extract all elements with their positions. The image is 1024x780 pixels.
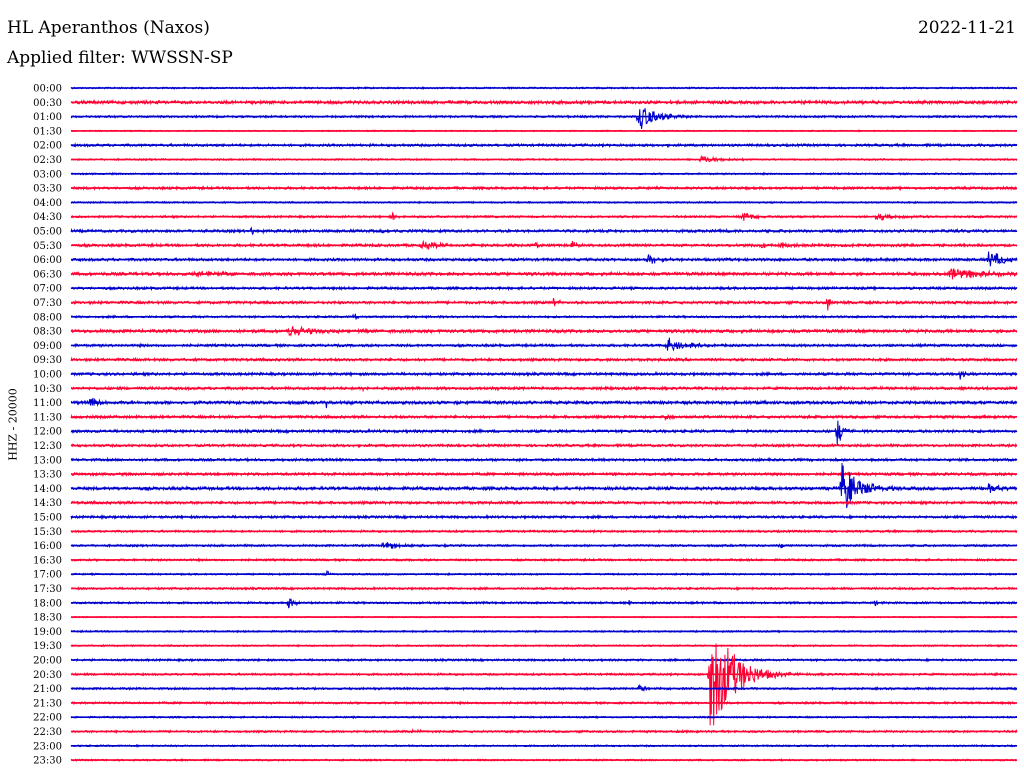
time-tick-label: 12:30 [33, 441, 62, 452]
time-tick-label: 20:00 [33, 656, 62, 667]
time-tick-label: 07:30 [33, 298, 62, 309]
time-tick-label: 04:00 [33, 198, 62, 209]
time-tick-label: 20:30 [33, 670, 62, 681]
time-tick-label: 09:00 [33, 341, 62, 352]
time-tick-label: 11:30 [33, 412, 62, 423]
time-tick-label: 16:00 [33, 541, 62, 552]
time-tick-label: 02:30 [33, 155, 62, 166]
seismic-trace-1000 [70, 370, 1018, 380]
filter-label: Applied filter: WWSSN-SP [7, 48, 233, 68]
time-tick-label: 02:00 [33, 141, 62, 152]
seismic-trace-1400 [70, 462, 1018, 509]
time-tick-label: 22:00 [33, 713, 62, 724]
time-tick-label: 19:30 [33, 641, 62, 652]
time-tick-label: 08:30 [33, 327, 62, 338]
seismic-trace-0900 [70, 337, 1018, 352]
seismic-trace-0100 [70, 108, 1018, 130]
time-tick-label: 18:30 [33, 613, 62, 624]
time-tick-label: 16:30 [33, 555, 62, 566]
time-tick-label: 00:30 [33, 98, 62, 109]
time-tick-label: 14:00 [33, 484, 62, 495]
time-tick-label: 18:00 [33, 598, 62, 609]
date-label: 2022-11-21 [917, 18, 1016, 38]
time-tick-label: 23:30 [33, 756, 62, 767]
time-tick-label: 01:00 [33, 112, 62, 123]
time-tick-label: 03:00 [33, 169, 62, 180]
time-tick-label: 06:00 [33, 255, 62, 266]
time-tick-label: 12:00 [33, 427, 62, 438]
time-tick-label: 10:00 [33, 370, 62, 381]
station-title: HL Aperanthos (Naxos) [7, 18, 210, 38]
time-tick-label: 07:00 [33, 284, 62, 295]
time-tick-label: 13:30 [33, 470, 62, 481]
time-tick-label: 03:30 [33, 184, 62, 195]
time-tick-label: 06:30 [33, 269, 62, 280]
seismic-trace-0730 [70, 297, 1018, 311]
time-tick-label: 15:00 [33, 513, 62, 524]
time-tick-label: 09:30 [33, 355, 62, 366]
time-tick-label: 04:30 [33, 212, 62, 223]
time-tick-label: 08:00 [33, 312, 62, 323]
seismic-trace-1200 [70, 420, 1018, 445]
time-tick-label: 21:00 [33, 684, 62, 695]
time-tick-label: 22:30 [33, 727, 62, 738]
time-tick-label: 17:30 [33, 584, 62, 595]
time-tick-label: 00:00 [33, 84, 62, 95]
time-tick-label: 13:00 [33, 455, 62, 466]
time-tick-label: 05:30 [33, 241, 62, 252]
time-tick-label: 23:00 [33, 741, 62, 752]
time-tick-label: 19:00 [33, 627, 62, 638]
time-tick-label: 01:30 [33, 126, 62, 137]
time-tick-label: 15:30 [33, 527, 62, 538]
time-tick-label: 05:00 [33, 227, 62, 238]
time-tick-label: 21:30 [33, 698, 62, 709]
time-tick-label: 14:30 [33, 498, 62, 509]
time-tick-label: 10:30 [33, 384, 62, 395]
time-tick-label: 11:00 [33, 398, 62, 409]
seismic-trace-2030 [70, 643, 1018, 726]
time-tick-label: 17:00 [33, 570, 62, 581]
